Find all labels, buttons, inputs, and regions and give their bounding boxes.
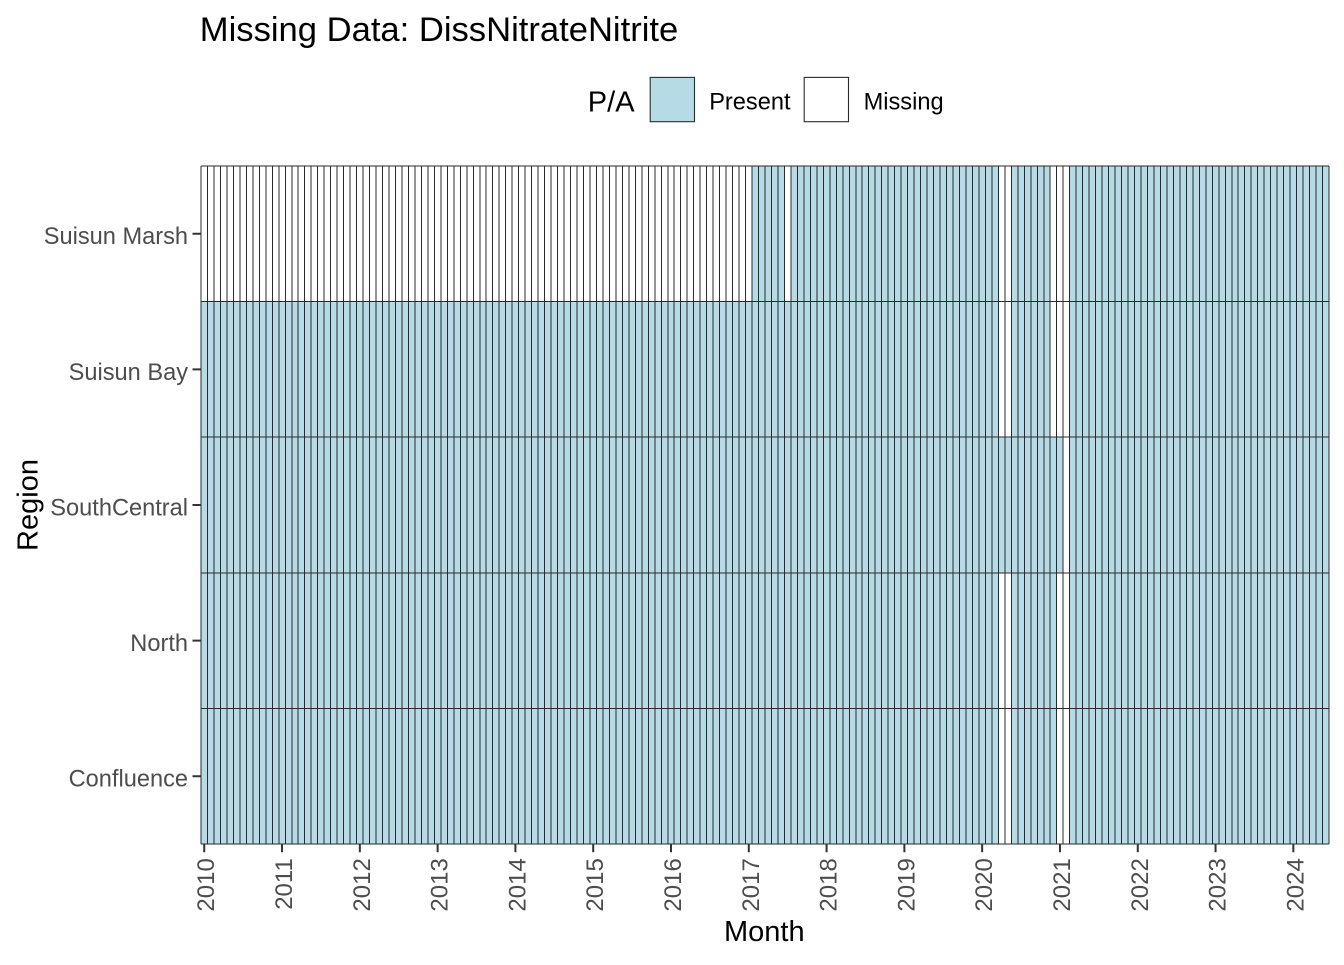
svg-text:2016: 2016 <box>660 858 687 911</box>
svg-text:2018: 2018 <box>816 858 843 911</box>
svg-text:2011: 2011 <box>271 858 298 910</box>
svg-text:2014: 2014 <box>504 858 531 911</box>
svg-text:2021: 2021 <box>1049 858 1076 911</box>
svg-text:2015: 2015 <box>582 858 609 911</box>
svg-text:2017: 2017 <box>738 858 765 911</box>
svg-text:Missing Data: DissNitrateNitri: Missing Data: DissNitrateNitrite <box>200 11 678 49</box>
svg-text:Month: Month <box>724 916 805 948</box>
svg-text:Missing: Missing <box>864 89 944 115</box>
svg-text:North: North <box>130 631 188 657</box>
svg-text:2019: 2019 <box>893 858 920 911</box>
svg-text:2020: 2020 <box>971 858 998 911</box>
svg-text:Confluence: Confluence <box>69 767 188 793</box>
svg-text:Present: Present <box>709 89 791 115</box>
svg-text:2022: 2022 <box>1127 858 1154 911</box>
svg-text:Suisun Marsh: Suisun Marsh <box>44 224 188 250</box>
svg-text:Region: Region <box>13 459 45 551</box>
svg-text:2023: 2023 <box>1205 858 1232 911</box>
svg-text:P/A: P/A <box>588 86 635 118</box>
svg-text:Suisun Bay: Suisun Bay <box>69 360 189 386</box>
svg-text:2024: 2024 <box>1282 858 1309 911</box>
svg-text:2012: 2012 <box>349 858 376 911</box>
svg-text:2013: 2013 <box>427 858 454 911</box>
svg-text:SouthCentral: SouthCentral <box>50 495 188 521</box>
svg-text:2010: 2010 <box>193 858 220 911</box>
